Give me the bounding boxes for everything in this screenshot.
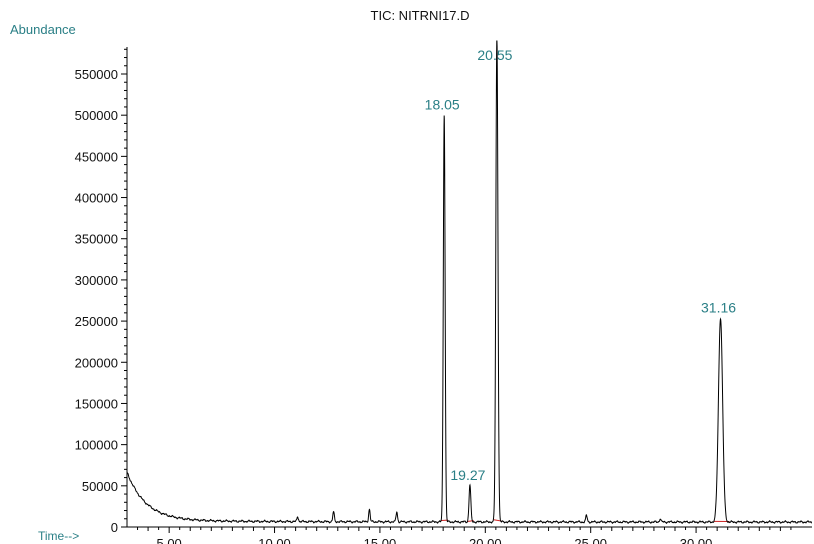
- peak-label: 31.16: [701, 300, 736, 316]
- integration-baseline: [493, 519, 502, 522]
- peak-labels: 18.05 19.27 20.55 31.16: [425, 47, 737, 483]
- tic-trace: [126, 40, 813, 524]
- x-tick-label: 5.00: [156, 536, 181, 544]
- y-tick-label: 150000: [75, 396, 118, 411]
- x-tick-label: 30.00: [680, 536, 713, 544]
- x-tick-label: 15.00: [364, 536, 397, 544]
- peak-label: 19.27: [450, 467, 485, 483]
- y-tick-label: 300000: [75, 273, 118, 288]
- y-tick-label: 550000: [75, 67, 118, 82]
- x-tick-label: 25.00: [574, 536, 607, 544]
- chart-title: TIC: NITRNI17.D: [371, 8, 470, 23]
- y-tick-label: 250000: [75, 314, 118, 329]
- y-tick-label: 400000: [75, 191, 118, 206]
- y-tick-label: 50000: [82, 479, 118, 494]
- x-axis-label: Time-->: [38, 529, 79, 543]
- x-tick-label: 20.00: [469, 536, 502, 544]
- y-tick-label: 0: [111, 520, 118, 535]
- peak-label: 18.05: [425, 96, 460, 112]
- y-tick-label: 450000: [75, 149, 118, 164]
- x-tick-label: 10.00: [258, 536, 291, 544]
- axes: 0 50000 100000 150000 200000 250000 300000 3500…: [75, 47, 812, 544]
- y-axis-label: Abundance: [10, 22, 76, 37]
- y-tick-label: 100000: [75, 438, 118, 453]
- trace-layer: [126, 40, 813, 524]
- y-tick-label: 200000: [75, 355, 118, 370]
- peak-label: 20.55: [477, 47, 512, 63]
- y-tick-label: 350000: [75, 232, 118, 247]
- y-tick-label: 500000: [75, 108, 118, 123]
